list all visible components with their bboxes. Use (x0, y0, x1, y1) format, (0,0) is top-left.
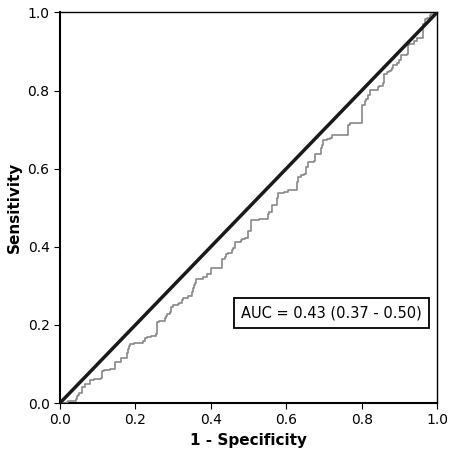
Text: AUC = 0.43 (0.37 - 0.50): AUC = 0.43 (0.37 - 0.50) (241, 306, 422, 321)
Y-axis label: Sensitivity: Sensitivity (7, 162, 22, 253)
X-axis label: 1 - Specificity: 1 - Specificity (190, 433, 307, 448)
